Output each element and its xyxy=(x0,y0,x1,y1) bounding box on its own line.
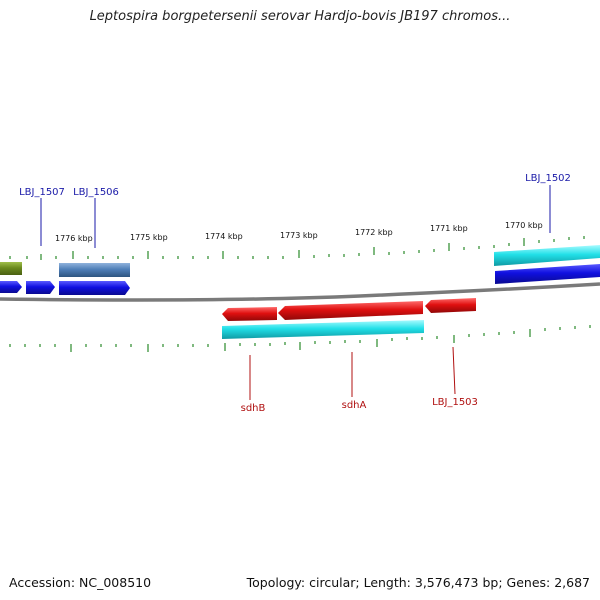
scale-label: 1774 kbp xyxy=(205,232,243,241)
cds-blue-feature[interactable] xyxy=(59,281,130,295)
gene-label-lbj-1503[interactable]: LBJ_1503 xyxy=(432,397,478,408)
accession-text: Accession: NC_008510 xyxy=(9,575,152,590)
scale-label: 1775 kbp xyxy=(130,233,168,242)
bottom-gene-labels: sdhB sdhA LBJ_1503 xyxy=(241,397,478,414)
gene-label-sdha[interactable]: sdhA xyxy=(342,400,367,411)
cds-blue-feature[interactable] xyxy=(495,264,600,284)
gene-label-lbj-1502[interactable]: LBJ_1502 xyxy=(525,173,571,184)
gene-label-lbj-1507[interactable]: LBJ_1507 xyxy=(19,187,65,198)
upper-tick-track xyxy=(9,236,585,260)
scale-label: 1770 kbp xyxy=(505,221,543,230)
map-title: Leptospira borgpetersenii serovar Hardjo… xyxy=(89,9,511,24)
cds-red-feature[interactable] xyxy=(222,307,277,321)
gene-steel-feature[interactable] xyxy=(59,263,130,277)
cds-blue-feature[interactable] xyxy=(26,281,55,294)
lower-gene-features[interactable] xyxy=(222,298,476,339)
gene-cyan-feature[interactable] xyxy=(494,245,600,266)
scale-labels: 1776 kbp 1775 kbp 1774 kbp 1773 kbp 1772… xyxy=(55,221,543,243)
scale-label: 1776 kbp xyxy=(55,234,93,243)
gene-olive-feature[interactable] xyxy=(0,262,22,275)
scale-label: 1773 kbp xyxy=(280,231,318,240)
label-leaders xyxy=(40,185,551,400)
cds-blue-feature[interactable] xyxy=(0,281,22,293)
gene-cyan-feature[interactable] xyxy=(222,320,424,339)
scale-label: 1771 kbp xyxy=(430,224,468,233)
top-gene-labels: LBJ_1507 LBJ_1506 LBJ_1502 xyxy=(19,173,571,198)
backbone xyxy=(0,282,600,302)
gene-label-lbj-1506[interactable]: LBJ_1506 xyxy=(73,187,119,198)
cds-red-feature[interactable] xyxy=(425,298,476,313)
lower-tick-track xyxy=(9,325,591,352)
cds-red-feature[interactable] xyxy=(278,301,423,320)
scale-label: 1772 kbp xyxy=(355,228,393,237)
upper-gene-features[interactable] xyxy=(0,245,600,295)
genome-summary-text: Topology: circular; Length: 3,576,473 bp… xyxy=(246,575,590,590)
gene-label-sdhb[interactable]: sdhB xyxy=(241,403,266,414)
